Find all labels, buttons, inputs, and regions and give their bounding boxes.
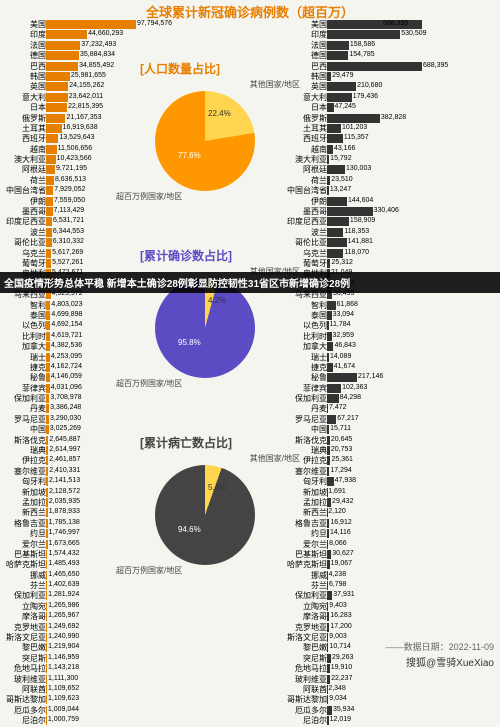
bar-row: 瑞士14,089	[287, 353, 497, 363]
bar-row: 挪威4,238	[287, 571, 497, 581]
bar-row: 哈萨克斯坦19,067	[287, 560, 497, 570]
bar-row: 新西兰2,120	[287, 508, 497, 518]
bar-row: 墨西哥330,406	[287, 207, 497, 217]
bar-row: 泰国33,094	[287, 311, 497, 321]
bar-row: 韩国29,479	[287, 72, 497, 82]
bar-row: 中国台湾省13,247	[287, 186, 497, 196]
bar-row: 阿根廷130,003	[287, 165, 497, 175]
bar-row: 哥伦比亚141,881	[287, 238, 497, 248]
bar-row: 斯洛文尼亚1,240,990	[6, 633, 226, 643]
bar-row: 智利61,868	[287, 301, 497, 311]
bar-row: 匈牙利47,938	[287, 477, 497, 487]
bar-row: 突尼斯1,146,959	[6, 654, 226, 664]
bar-row: 西班牙115,357	[287, 134, 497, 144]
news-banner: 全国疫情形势总体平稳 新增本土确诊28例彰显防控韧性31省区市新增确诊28例	[0, 272, 500, 293]
bar-row: 菲律宾102,363	[287, 384, 497, 394]
bar-row: 法国37,232,493	[6, 41, 226, 51]
page-title: 全球累计新冠确诊病例数（超百万）	[0, 2, 500, 21]
bar-row: 越南43,166	[287, 145, 497, 155]
date-label: ——数据日期：2022-11-09	[386, 640, 494, 653]
bar-row: 斯洛伐克20,645	[287, 436, 497, 446]
bar-row: 塞尔维亚17,294	[287, 467, 497, 477]
bar-row: 意大利179,436	[287, 93, 497, 103]
bar-row: 格鲁吉亚16,912	[287, 519, 497, 529]
bar-row: 巴西688,395	[287, 62, 497, 72]
bar-row: 法国158,586	[287, 41, 497, 51]
bar-row: 保加利亚37,931	[287, 591, 497, 601]
bar-row: 阿联酋2,348	[287, 685, 497, 695]
pie-block: [人口数量占比]其他国家/地区22.4%超百万例国家/地区77.6%	[140, 60, 280, 209]
signature: 搜狐@雪骑XueXiao	[406, 654, 494, 669]
bar-row: 荷兰23,510	[287, 176, 497, 186]
bar-row: 厄瓜多尔1,009,044	[6, 706, 226, 716]
bar-row: 约旦14,116	[287, 529, 497, 539]
pie-block: [累计确诊数占比]其他国家/地区4.2%超百万例国家/地区95.8%	[140, 247, 280, 396]
right-bar-chart: 美国688,395印度530,509法国158,586德国154,785巴西68…	[287, 20, 497, 727]
bar-row: 危地马拉1,143,218	[6, 664, 226, 674]
bar-row: 加拿大46,843	[287, 342, 497, 352]
bar-row: 捷克41,674	[287, 363, 497, 373]
bar-row: 孟加拉29,432	[287, 498, 497, 508]
bar-row: 美国688,395	[287, 20, 497, 30]
bar-row: 以色列11,784	[287, 321, 497, 331]
bar-row: 阿联酋1,109,652	[6, 685, 226, 695]
bar-row: 澳大利亚15,792	[287, 155, 497, 165]
bar-row: 摩洛哥16,283	[287, 612, 497, 622]
pie-block: [累计病亡数占比]其他国家/地区5.4%超百万例国家/地区94.6%	[140, 434, 280, 583]
bar-row: 英国210,680	[287, 82, 497, 92]
bar-row: 新加坡1,691	[287, 488, 497, 498]
bar-row: 立陶宛9,403	[287, 602, 497, 612]
bar-row: 玻利维亚1,111,300	[6, 675, 226, 685]
bar-row: 芬兰6,798	[287, 581, 497, 591]
bar-row: 克罗地亚17,200	[287, 623, 497, 633]
bar-row: 玻利维亚22,237	[287, 675, 497, 685]
bar-row: 中国15,711	[287, 425, 497, 435]
bar-row: 瑞典20,753	[287, 446, 497, 456]
bar-row: 尼泊尔12,019	[287, 716, 497, 726]
bar-row: 黎巴嫩1,219,904	[6, 643, 226, 653]
bar-row: 乌克兰118,070	[287, 249, 497, 259]
bar-row: 秘鲁217,146	[287, 373, 497, 383]
bar-row: 印度尼西亚158,909	[287, 217, 497, 227]
bar-row: 俄罗斯382,828	[287, 114, 497, 124]
bar-row: 保加利亚84,298	[287, 394, 497, 404]
bar-row: 尼泊尔1,000,759	[6, 716, 226, 726]
bar-row: 比利时32,959	[287, 332, 497, 342]
bar-row: 厄瓜多尔35,934	[287, 706, 497, 716]
bar-row: 爱尔兰8,066	[287, 540, 497, 550]
bar-row: 印度530,509	[287, 30, 497, 40]
bar-row: 哥斯达黎加1,109,623	[6, 695, 226, 705]
bar-row: 德国154,785	[287, 51, 497, 61]
bar-row: 伊拉克25,361	[287, 456, 497, 466]
bar-row: 罗马尼亚67,217	[287, 415, 497, 425]
bar-row: 波兰118,353	[287, 228, 497, 238]
bar-row: 哥斯达黎加9,034	[287, 695, 497, 705]
bar-row: 丹麦7,472	[287, 404, 497, 414]
pie-charts: [人口数量占比]其他国家/地区22.4%超百万例国家/地区77.6% [累计确诊数…	[140, 60, 280, 621]
bar-row: 土耳其101,203	[287, 124, 497, 134]
bar-row: 克罗地亚1,249,692	[6, 623, 226, 633]
bar-row: 巴基斯坦30,627	[287, 550, 497, 560]
bar-row: 葡萄牙25,312	[287, 259, 497, 269]
